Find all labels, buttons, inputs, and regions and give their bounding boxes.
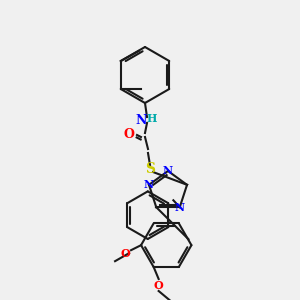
Text: N: N — [163, 166, 173, 176]
Text: O: O — [154, 280, 164, 290]
Text: S: S — [145, 162, 155, 176]
Text: O: O — [120, 248, 130, 259]
Text: N: N — [175, 202, 185, 213]
Text: H: H — [147, 112, 157, 124]
Text: O: O — [124, 128, 134, 142]
Text: N: N — [135, 113, 147, 127]
Text: N: N — [144, 179, 154, 190]
